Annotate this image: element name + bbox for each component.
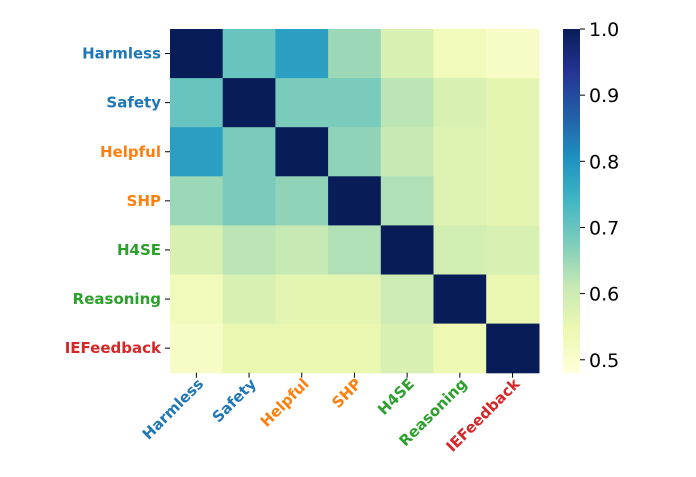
heatmap-cell (275, 176, 329, 226)
row-labels: Harmless Safety Helpful SHP H4SE Reasoning IEF… (65, 45, 170, 357)
heatmap-cell (380, 78, 435, 128)
row-label: Reasoning (73, 290, 161, 308)
column-label: Harmless (139, 375, 208, 444)
heatmap-cell (222, 323, 276, 374)
colorbar: 1.0 0.9 0.8 0.7 0.6 0.5 (563, 19, 619, 373)
heatmap-cell (486, 127, 540, 177)
heatmap-cell (275, 323, 329, 374)
heatmap-cell (380, 29, 435, 79)
heatmap-cell (170, 78, 224, 128)
heatmap-cell (433, 78, 487, 128)
colorbar-tick-label: 0.7 (589, 217, 619, 239)
heatmap-cell (275, 274, 329, 325)
heatmap-cell (275, 78, 329, 128)
heatmap-cell (275, 127, 329, 177)
row-label: H4SE (117, 241, 161, 259)
heatmap-cell (433, 29, 487, 79)
heatmap-cell (328, 127, 382, 177)
heatmap-cell (328, 323, 382, 374)
heatmap-cell (222, 127, 276, 177)
heatmap-cell (222, 78, 276, 128)
heatmap-cell (380, 127, 435, 177)
heatmap-cell (486, 176, 540, 226)
heatmap-cell (328, 78, 382, 128)
row-label: Harmless (82, 45, 161, 63)
colorbar-tick-label: 0.9 (589, 85, 619, 107)
heatmap-cell (380, 225, 435, 276)
heatmap-cell (486, 78, 540, 128)
heatmap-cell (433, 323, 487, 374)
heatmap-cell (170, 29, 224, 79)
heatmap-cell (486, 323, 540, 374)
heatmap-cell (486, 225, 540, 276)
heatmap-cell (433, 127, 487, 177)
heatmap-cell (170, 176, 224, 226)
heatmap-cell (275, 225, 329, 276)
row-label: IEFeedback (65, 339, 162, 357)
heatmap-cell (170, 127, 224, 177)
heatmap-cell (275, 29, 329, 79)
heatmap-cell (222, 176, 276, 226)
heatmap-cell (170, 225, 224, 276)
heatmap-cell (222, 29, 276, 79)
colorbar-tick-label: 0.6 (589, 284, 619, 306)
heatmap-cells (170, 29, 540, 374)
colorbar-gradient (563, 29, 580, 373)
row-label: Helpful (100, 143, 161, 161)
heatmap-cell (433, 176, 487, 226)
heatmap-cell (328, 225, 382, 276)
heatmap-cell (486, 29, 540, 79)
column-label: SHP (328, 375, 365, 412)
heatmap-cell (222, 225, 276, 276)
column-label: Helpful (257, 375, 313, 431)
heatmap-cell (170, 274, 224, 325)
heatmap-cell (222, 274, 276, 325)
column-label: Safety (209, 375, 260, 426)
heatmap-cell (433, 225, 487, 276)
heatmap-cell (328, 176, 382, 226)
heatmap-cell (328, 274, 382, 325)
heatmap-cell (380, 323, 435, 374)
heatmap-cell (328, 29, 382, 79)
row-label: Safety (106, 94, 161, 112)
heatmap-cell (380, 176, 435, 226)
heatmap-cell (170, 323, 224, 374)
colorbar-tick-label: 0.5 (589, 350, 619, 372)
heatmap-cell (380, 274, 435, 325)
heatmap-cell (486, 274, 540, 325)
row-label: SHP (127, 192, 161, 210)
column-label: H4SE (374, 375, 418, 419)
colorbar-tick-label: 0.8 (589, 151, 619, 173)
colorbar-tick-label: 1.0 (589, 19, 619, 41)
heatmap-cell (433, 274, 487, 325)
